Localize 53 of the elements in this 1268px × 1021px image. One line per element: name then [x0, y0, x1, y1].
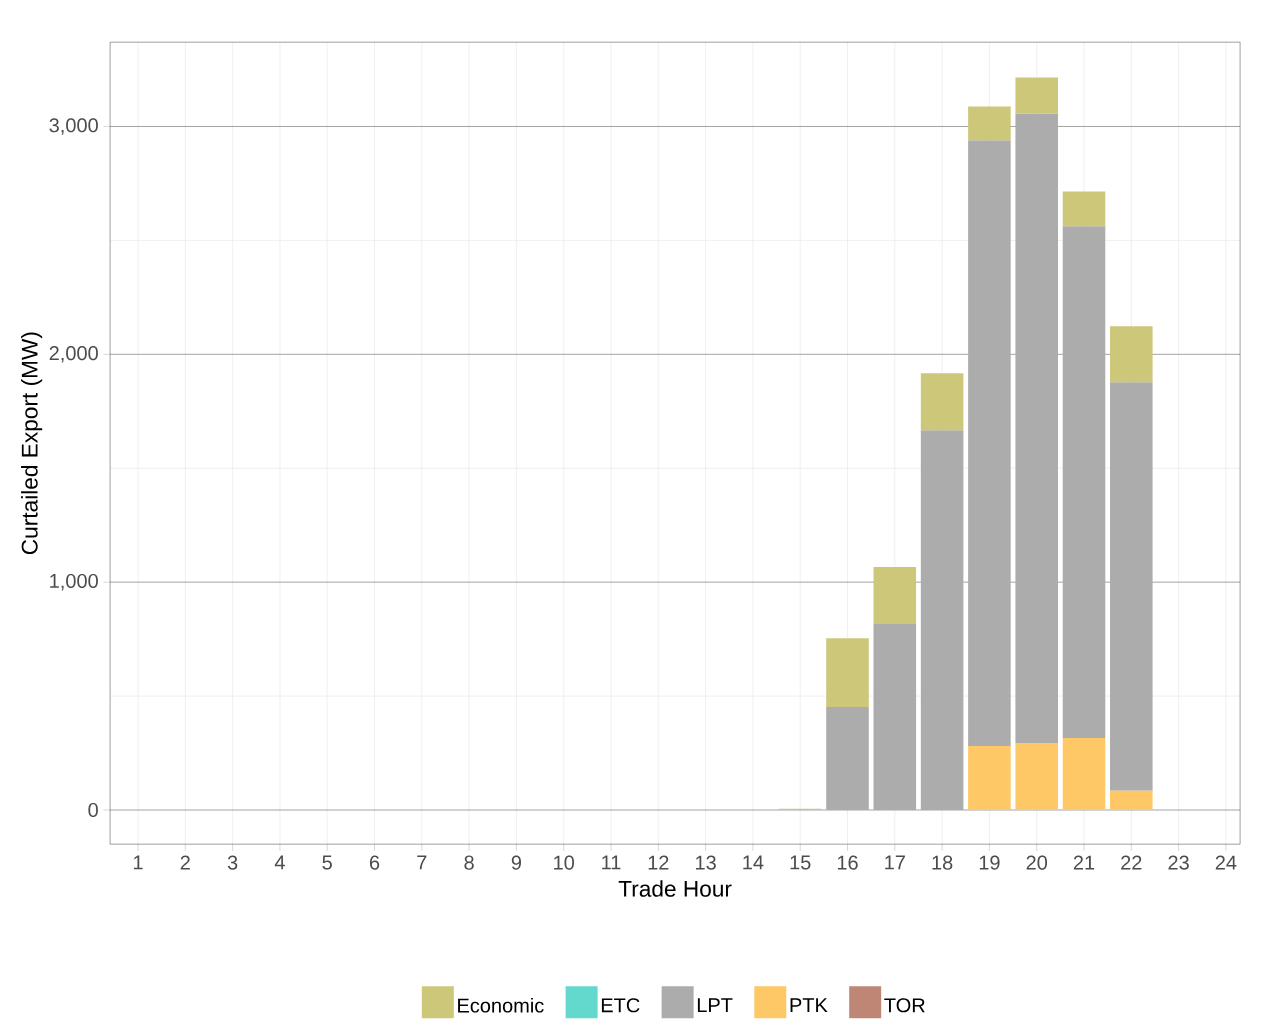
- x-tick-label: 3: [227, 855, 238, 870]
- x-tick-label: 21: [1073, 855, 1095, 870]
- x-tick-label: 13: [696, 855, 716, 870]
- x-tick-label: 18: [932, 855, 953, 870]
- x-tick-label: 12: [648, 855, 669, 870]
- x-tick-label: 16: [837, 855, 858, 870]
- x-tick-label: 6: [369, 855, 380, 870]
- bar: [1062, 191, 1106, 227]
- x-tick-label: 7: [417, 855, 427, 870]
- bar: [873, 567, 917, 625]
- bar: [968, 746, 1011, 811]
- x-tick-label: 2: [180, 855, 190, 870]
- x-tick-label: 24: [1215, 855, 1237, 870]
- x-tick-label: 9: [511, 855, 522, 870]
- bar: [1110, 790, 1153, 811]
- bar: [968, 106, 1011, 141]
- legend-label: TOR: [884, 998, 925, 1013]
- x-tick-label: 23: [1168, 855, 1189, 870]
- bar: [826, 707, 869, 811]
- y-tick-label: 3,000: [49, 118, 98, 135]
- bar: [1110, 326, 1153, 383]
- x-tick-label: 22: [1121, 855, 1142, 870]
- x-tick-label: 5: [322, 855, 332, 870]
- bar: [826, 638, 869, 708]
- bar: [1015, 743, 1058, 811]
- x-tick-label: 15: [790, 855, 811, 870]
- x-tick-label: 17: [885, 855, 905, 870]
- bar: [873, 624, 917, 811]
- bar: [1110, 382, 1153, 791]
- bar: [968, 140, 1011, 747]
- x-tick-label: 19: [979, 855, 1000, 870]
- x-tick-label: 20: [1026, 855, 1048, 870]
- bar: [920, 430, 964, 811]
- legend-label: LPT: [697, 998, 733, 1013]
- x-axis-title: Trade Hour: [618, 880, 732, 897]
- x-tick-label: 8: [464, 855, 474, 870]
- bar: [1015, 113, 1058, 744]
- legend-label: ETC: [601, 998, 640, 1013]
- x-tick-label: 1: [133, 855, 143, 870]
- bar: [1062, 738, 1106, 811]
- y-tick-label: 1,000: [50, 573, 98, 591]
- y-tick-label: 2,000: [49, 346, 98, 363]
- legend-label: PTK: [790, 998, 828, 1013]
- legend-label: Economic: [458, 998, 544, 1013]
- x-tick-label: 10: [554, 855, 575, 870]
- y-axis-title: Curtailed Export (MW): [21, 332, 43, 555]
- y-tick-label: 0: [88, 802, 98, 818]
- bar: [1062, 226, 1106, 739]
- bar: [920, 373, 964, 431]
- x-tick-label: 4: [274, 855, 285, 870]
- x-tick-label: 14: [743, 855, 764, 870]
- x-tick-label: 11: [602, 855, 621, 870]
- bar: [1015, 77, 1058, 114]
